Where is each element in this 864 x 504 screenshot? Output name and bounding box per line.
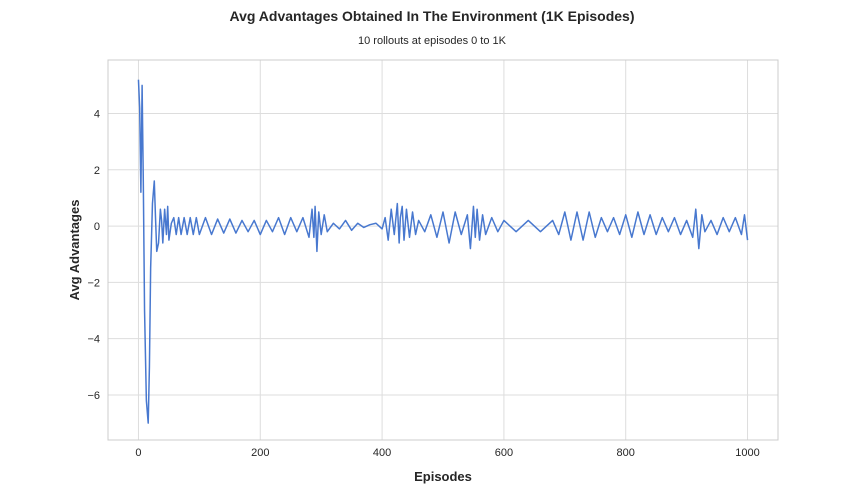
series-line [137, 79, 749, 424]
x-tick-label: 1000 [735, 447, 759, 459]
y-tick-label: −4 [87, 334, 100, 346]
x-tick-label: 800 [617, 447, 635, 459]
x-axis-label: Episodes [414, 469, 472, 484]
plot-frame [107, 59, 779, 441]
chart-subtitle: 10 rollouts at episodes 0 to 1K [358, 35, 506, 47]
x-tick-label: 0 [135, 447, 141, 459]
x-tick-labels: 0 200 400 600 800 1000 [135, 447, 759, 459]
chart-title: Avg Advantages Obtained In The Environme… [229, 8, 635, 24]
y-tick-labels: −6 −4 −2 0 2 4 [87, 108, 100, 401]
x-tick-label: 600 [495, 447, 513, 459]
y-tick-label: −6 [87, 390, 100, 402]
y-tick-label: 0 [94, 221, 100, 233]
y-tick-label: −2 [87, 277, 100, 289]
grid [108, 60, 778, 440]
y-axis-label: Avg Advantages [67, 200, 82, 301]
y-tick-label: 2 [94, 165, 100, 177]
x-tick-label: 200 [251, 447, 269, 459]
x-tick-label: 400 [373, 447, 391, 459]
y-tick-label: 4 [94, 108, 100, 120]
